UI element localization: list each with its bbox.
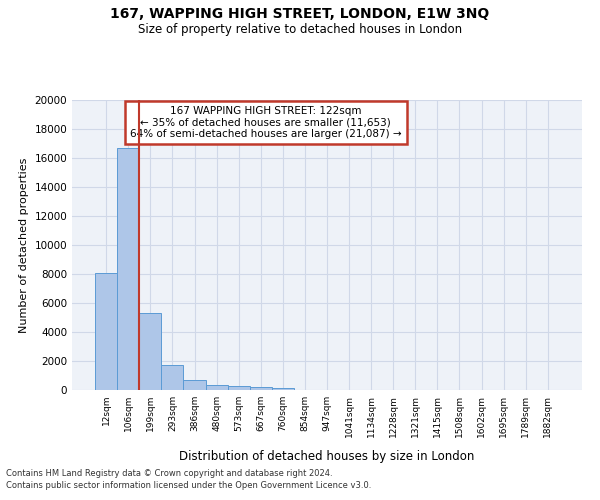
Bar (272, 388, 294, 390)
Bar (227, 386, 250, 390)
Bar (250, 387, 272, 390)
Bar (184, 380, 206, 390)
Text: Distribution of detached houses by size in London: Distribution of detached houses by size … (179, 450, 475, 463)
Bar (206, 385, 227, 390)
Y-axis label: Number of detached properties: Number of detached properties (19, 158, 29, 332)
Text: 167 WAPPING HIGH STREET: 122sqm
← 35% of detached houses are smaller (11,653)
64: 167 WAPPING HIGH STREET: 122sqm ← 35% of… (130, 106, 401, 139)
Text: Size of property relative to detached houses in London: Size of property relative to detached ho… (138, 22, 462, 36)
Text: Contains HM Land Registry data © Crown copyright and database right 2024.: Contains HM Land Registry data © Crown c… (6, 468, 332, 477)
Bar (95, 272, 117, 390)
Bar (139, 313, 161, 390)
Text: Contains public sector information licensed under the Open Government Licence v3: Contains public sector information licen… (6, 481, 371, 490)
Text: 167, WAPPING HIGH STREET, LONDON, E1W 3NQ: 167, WAPPING HIGH STREET, LONDON, E1W 3N… (110, 8, 490, 22)
Bar (161, 364, 184, 390)
Bar (117, 148, 139, 390)
